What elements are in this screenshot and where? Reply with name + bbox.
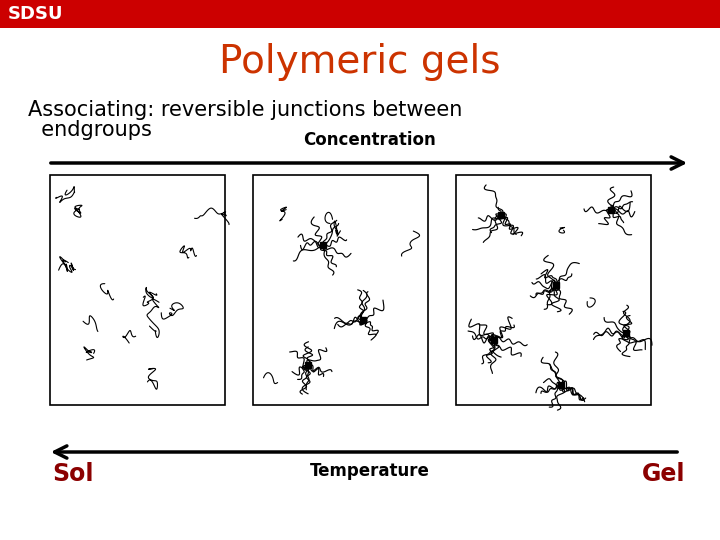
Text: Concentration: Concentration bbox=[304, 131, 436, 149]
Text: SDSU: SDSU bbox=[8, 5, 63, 23]
Text: Sol: Sol bbox=[52, 462, 94, 486]
Text: Polymeric gels: Polymeric gels bbox=[220, 43, 500, 81]
Text: Gel: Gel bbox=[642, 462, 685, 486]
Bar bbox=[456, 175, 651, 405]
Text: Associating: reversible junctions between: Associating: reversible junctions betwee… bbox=[28, 100, 462, 120]
Bar bbox=[0, 0, 720, 28]
Bar bbox=[50, 175, 225, 405]
Text: Temperature: Temperature bbox=[310, 462, 430, 480]
Text: endgroups: endgroups bbox=[28, 120, 152, 140]
Bar bbox=[253, 175, 428, 405]
